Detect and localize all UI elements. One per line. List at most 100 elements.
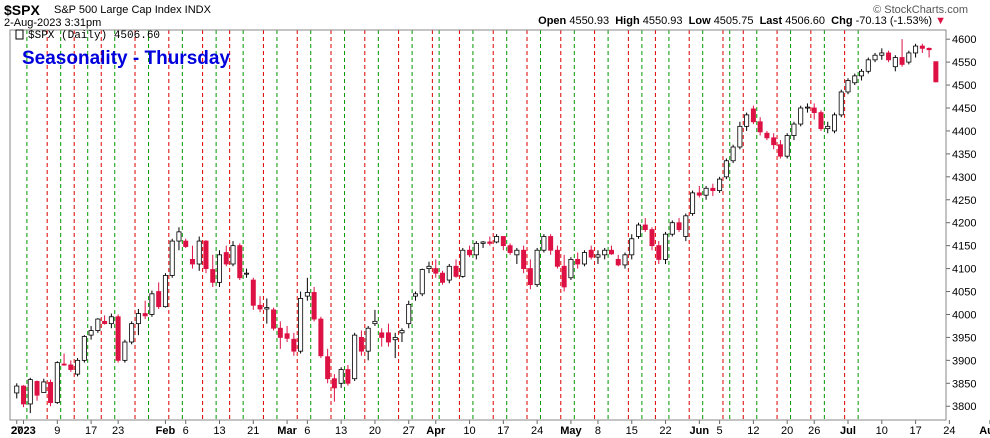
x-tick-label: 9 [54, 425, 60, 437]
y-tick-label: 4550 [952, 57, 976, 69]
candle [696, 186, 702, 198]
low-value: 4505.75 [713, 15, 754, 27]
candle [791, 121, 797, 141]
y-tick-label: 4500 [952, 80, 976, 92]
candle [919, 43, 925, 53]
candle [845, 78, 851, 95]
chg-value: -70.13 (-1.53%) [855, 15, 933, 27]
candle [169, 238, 175, 278]
x-tick-label: 13 [213, 425, 225, 437]
candle [872, 52, 878, 63]
y-tick-label: 4150 [952, 241, 976, 253]
candle [149, 290, 155, 317]
candle [676, 218, 682, 232]
x-tick-label: 22 [659, 425, 671, 437]
candle [34, 380, 40, 401]
candle [41, 378, 47, 393]
candle [737, 121, 743, 150]
candle [61, 353, 67, 366]
y-tick-label: 3950 [952, 332, 976, 344]
candle [913, 43, 919, 58]
candle [81, 335, 87, 363]
candle [730, 144, 736, 164]
x-tick-label: May [560, 425, 582, 437]
candle [636, 222, 642, 239]
candle [690, 190, 696, 216]
candle [859, 69, 865, 81]
legend: $SPX (Daily) 4506.60 [28, 30, 160, 42]
candle [399, 328, 405, 342]
candle [176, 227, 182, 251]
candle [899, 39, 905, 67]
y-tick-label: 4600 [952, 34, 976, 46]
x-tick-label: Aug [979, 425, 990, 437]
x-tick-label: 23 [112, 425, 124, 437]
candle [568, 257, 574, 281]
candle [744, 112, 750, 131]
candle [250, 277, 256, 310]
x-tick-label: Jul [840, 425, 856, 437]
candle [663, 231, 669, 264]
y-tick-label: 4400 [952, 126, 976, 138]
candle [811, 103, 817, 120]
candle [446, 264, 452, 284]
candle [385, 323, 391, 347]
candle [467, 245, 473, 258]
candle [865, 57, 871, 74]
vertical-day-lines [26, 30, 859, 420]
candle [223, 245, 229, 267]
candle [710, 183, 716, 197]
candle [88, 325, 94, 340]
candle [507, 243, 513, 255]
candle [561, 254, 567, 292]
candle [284, 325, 290, 342]
y-tick-label: 4100 [952, 264, 976, 276]
candle [838, 89, 844, 118]
candle [298, 291, 304, 354]
low-label: Low [688, 15, 711, 27]
candle [406, 300, 412, 329]
open-label: Open [538, 15, 567, 27]
candle [372, 309, 378, 326]
candle [906, 50, 912, 65]
candle [581, 250, 587, 267]
candle [777, 140, 783, 159]
y-tick-label: 3900 [952, 355, 976, 367]
candle [217, 250, 222, 287]
candle [473, 241, 479, 260]
candle [365, 325, 371, 361]
candle [615, 254, 621, 267]
candle [500, 236, 506, 251]
candle [115, 314, 121, 363]
x-tick-label: 10 [463, 425, 475, 437]
candle [277, 321, 283, 349]
x-tick-label: 15 [626, 425, 638, 437]
candle [588, 245, 594, 260]
candle [440, 270, 446, 285]
candle [554, 245, 560, 269]
candle [480, 241, 486, 248]
candle [460, 247, 466, 278]
candle [642, 218, 648, 232]
credit: © StockCharts.com [873, 4, 968, 16]
candle [825, 121, 831, 134]
candle [831, 112, 837, 134]
candle [392, 332, 398, 359]
x-tick-label: 17 [85, 425, 97, 437]
x-tick-label: 8 [595, 425, 601, 437]
candle [487, 236, 493, 246]
candle [649, 227, 655, 251]
candle [244, 268, 250, 278]
candle [352, 332, 358, 381]
candle [48, 379, 54, 407]
x-tick-label: Jun [690, 425, 710, 437]
candle [750, 105, 756, 125]
candle [595, 250, 601, 264]
candle [27, 377, 33, 414]
candle [926, 47, 932, 58]
candle [453, 259, 459, 278]
y-tick-label: 4200 [952, 218, 976, 230]
x-tick-label: 17 [497, 425, 509, 437]
